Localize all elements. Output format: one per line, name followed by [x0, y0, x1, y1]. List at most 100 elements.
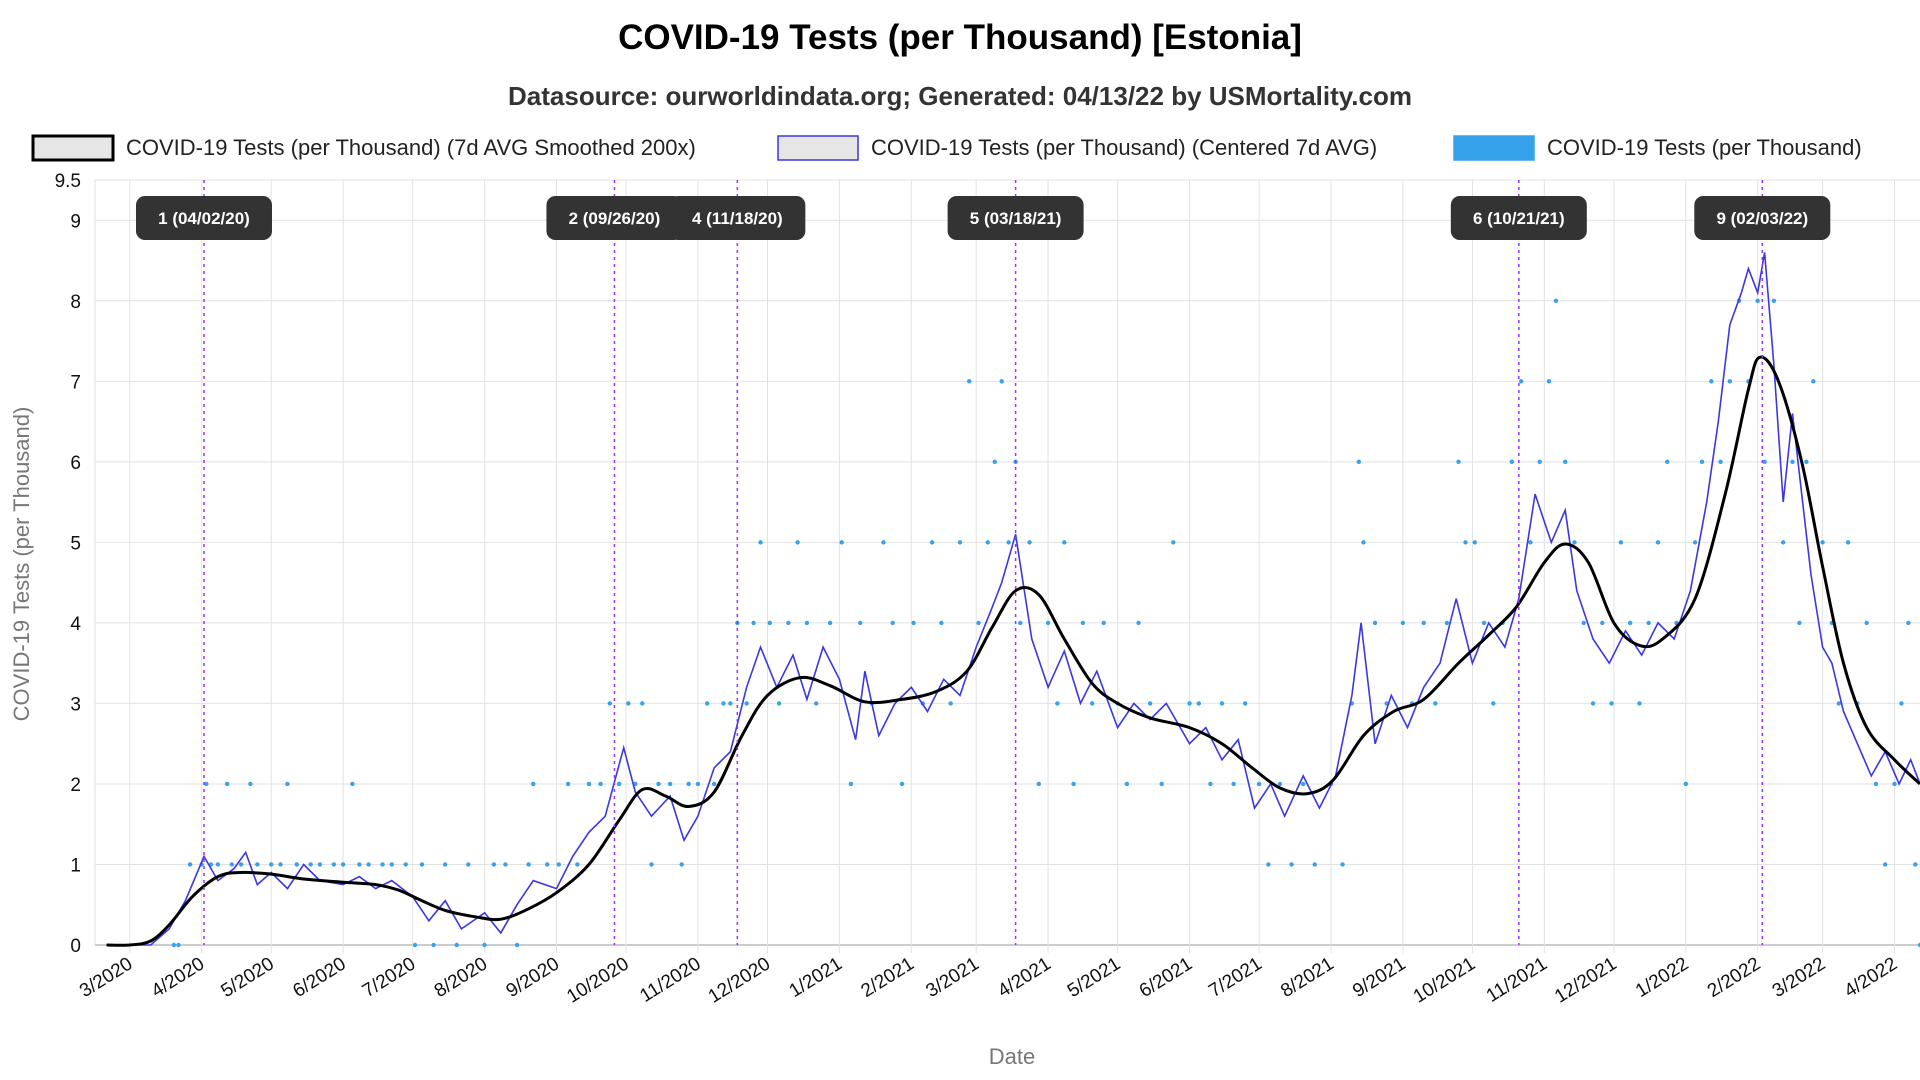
x-tick-label: 10/2021	[1410, 953, 1479, 1007]
raw-point	[1883, 862, 1888, 867]
annotation-label: 1 (04/02/20)	[158, 209, 250, 228]
y-tick-label: 2	[70, 775, 81, 796]
raw-point	[1231, 781, 1236, 787]
x-tick-label: 3/2022	[1769, 953, 1829, 1002]
raw-point	[503, 862, 508, 867]
y-tick-label: 9	[70, 211, 81, 232]
raw-point	[804, 620, 810, 626]
raw-point	[667, 781, 673, 787]
raw-point	[1797, 620, 1802, 626]
y-tick-label: 3	[70, 694, 81, 715]
raw-point	[858, 620, 863, 626]
legend-swatch	[777, 135, 859, 161]
raw-point	[751, 620, 756, 626]
raw-point	[776, 701, 782, 706]
raw-point	[679, 862, 684, 867]
series-raw-points	[171, 298, 1920, 948]
raw-point	[728, 701, 733, 706]
raw-point	[575, 862, 580, 867]
raw-point	[1581, 620, 1586, 626]
raw-point	[1804, 459, 1809, 465]
raw-point	[721, 701, 726, 706]
event-annotations: 1 (04/02/20) 2 (09/26/20) 4 (11/18/20) 5 (0…	[135, 180, 1831, 945]
raw-point	[366, 862, 371, 867]
x-tick-label: 7/2020	[359, 953, 419, 1002]
raw-point	[1018, 620, 1023, 626]
x-tick-label: 5/2020	[217, 953, 277, 1002]
raw-point	[1147, 701, 1153, 706]
raw-point	[1646, 620, 1651, 626]
raw-point	[704, 701, 710, 706]
raw-point	[285, 781, 290, 787]
chart-subtitle: Datasource: ourworldindata.org; Generate…	[508, 81, 1412, 111]
legend-item-1[interactable]: COVID-19 Tests (per Thousand) (7d AVG Sm…	[31, 134, 696, 162]
raw-point	[229, 862, 235, 867]
y-tick-label: 0	[70, 936, 81, 957]
raw-point	[526, 862, 531, 867]
x-tick-label: 3/2020	[76, 953, 136, 1002]
raw-point	[686, 781, 691, 787]
raw-point	[890, 620, 895, 626]
legend[interactable]: COVID-19 Tests (per Thousand) (7d AVG Sm…	[31, 134, 1862, 162]
raw-point	[1718, 459, 1723, 465]
annotation-box	[1694, 196, 1831, 240]
raw-point	[795, 540, 800, 545]
raw-point	[1472, 540, 1477, 545]
raw-point	[1665, 459, 1670, 465]
raw-point	[1528, 540, 1533, 545]
raw-point	[1006, 540, 1011, 545]
y-tick-label: 5	[70, 533, 81, 554]
x-tick-label: 4/2021	[994, 953, 1054, 1002]
x-tick-label: 9/2020	[503, 953, 563, 1002]
raw-point	[442, 862, 448, 867]
x-tick-label: 3/2021	[922, 953, 982, 1002]
raw-point	[1655, 540, 1661, 545]
x-tick-label: 7/2021	[1205, 953, 1265, 1002]
raw-point	[839, 540, 844, 545]
raw-point	[899, 781, 905, 787]
y-axis-title: COVID-19 Tests (per Thousand)	[9, 407, 34, 722]
raw-point	[1845, 540, 1851, 545]
raw-point	[556, 862, 561, 867]
raw-point	[171, 942, 177, 948]
raw-point	[626, 701, 631, 706]
x-tick-label: 1/2021	[786, 953, 846, 1002]
x-tick-label: 12/2020	[705, 953, 774, 1007]
raw-point	[999, 379, 1004, 384]
raw-point	[248, 781, 253, 787]
raw-point	[1771, 298, 1777, 303]
raw-point	[269, 862, 274, 867]
raw-point	[176, 942, 181, 948]
raw-point	[929, 540, 935, 545]
raw-point	[607, 701, 613, 706]
raw-point	[1509, 459, 1515, 465]
raw-point	[454, 942, 459, 948]
annotation-label: 4 (11/18/20)	[692, 209, 783, 228]
x-tick-label: 2/2022	[1704, 953, 1764, 1002]
raw-point	[744, 701, 749, 706]
raw-point	[939, 620, 944, 626]
x-tick-label: 4/2022	[1841, 953, 1901, 1002]
grid-lines	[94, 179, 1920, 953]
raw-point	[1242, 701, 1248, 706]
raw-point	[598, 781, 603, 787]
annotation-box	[669, 196, 806, 240]
raw-point	[1913, 862, 1918, 867]
annotation-box	[1450, 196, 1587, 240]
raw-point	[695, 781, 701, 787]
raw-point	[1609, 701, 1614, 706]
raw-point	[1159, 781, 1164, 787]
legend-label: COVID-19 Tests (per Thousand) (7d AVG Sm…	[126, 135, 696, 160]
legend-item-2[interactable]: COVID-19 Tests (per Thousand) (Centered …	[777, 135, 1377, 161]
raw-point	[1062, 540, 1067, 545]
legend-item-3[interactable]: COVID-19 Tests (per Thousand)	[1453, 135, 1862, 161]
annotation-box	[135, 196, 272, 240]
raw-point	[317, 862, 323, 867]
x-tick-label: 8/2021	[1277, 953, 1337, 1002]
raw-point	[466, 862, 471, 867]
x-tick-label: 10/2020	[563, 953, 632, 1007]
raw-point	[1727, 379, 1733, 384]
x-tick-label: 11/2021	[1483, 953, 1551, 1006]
y-tick-label: 8	[70, 292, 81, 313]
raw-point	[1553, 298, 1559, 303]
